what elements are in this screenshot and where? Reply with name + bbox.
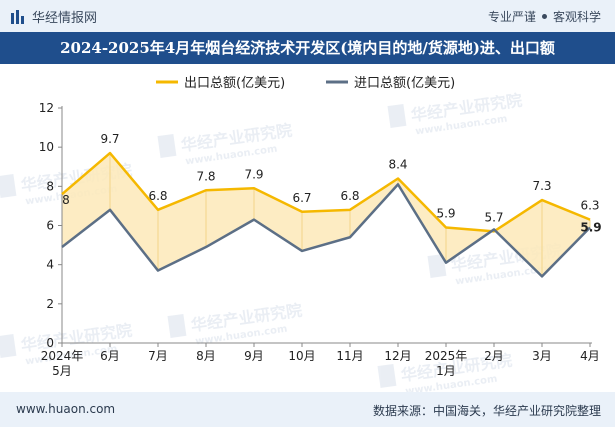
export-data-label: 6.8 bbox=[340, 189, 359, 203]
data-source: 数据来源：中国海关，华经产业研究院整理 bbox=[372, 404, 601, 418]
y-tick-label: 8 bbox=[46, 179, 54, 193]
y-tick-label: 10 bbox=[39, 140, 54, 154]
y-tick-label: 6 bbox=[46, 219, 54, 233]
export-data-label: 7.8 bbox=[196, 169, 215, 183]
export-line bbox=[61, 151, 591, 233]
watermark-logo-icon bbox=[167, 313, 187, 338]
data-labels: 8 9.7 6.8 7.8 7.9 6.7 6.8 8.4 5.9 5.7 7.3 6.3 5.9 bbox=[62, 132, 601, 234]
tagline-left: 专业严谨 bbox=[487, 10, 536, 24]
y-tick-label: 2 bbox=[46, 297, 54, 311]
export-data-label: 7.9 bbox=[244, 167, 263, 181]
top-bar: 华经情报网 专业严谨 客观科学 bbox=[0, 0, 615, 32]
export-data-label: 6.3 bbox=[580, 199, 599, 213]
x-tick-label: 1月 bbox=[436, 364, 456, 378]
tagline-right: 客观科学 bbox=[552, 10, 601, 24]
import-data-label: 5.9 bbox=[580, 220, 601, 234]
y-tick-label: 12 bbox=[39, 101, 54, 115]
export-data-label: 6.7 bbox=[292, 191, 311, 205]
y-tick-label: 0 bbox=[46, 336, 54, 350]
x-tick-label: 5月 bbox=[52, 364, 72, 378]
series-lines bbox=[61, 151, 591, 278]
export-data-label: 5.9 bbox=[436, 206, 455, 220]
x-tick-label: 2025年 bbox=[425, 349, 468, 363]
x-tick-label: 9月 bbox=[244, 349, 264, 363]
export-data-label: 9.7 bbox=[100, 132, 119, 146]
x-tick-label: 3月 bbox=[532, 349, 552, 363]
x-tick-label: 6月 bbox=[100, 349, 120, 363]
legend-label: 出口总额(亿美元) bbox=[184, 76, 285, 91]
watermark-logo-icon bbox=[0, 173, 17, 198]
chart-title: 2024-2025年4月年烟台经济技术开发区(境内目的地/货源地)进、出口额 bbox=[0, 32, 615, 64]
watermark-logo-icon bbox=[157, 133, 177, 158]
x-tick-label: 11月 bbox=[336, 349, 363, 363]
watermark-logo-icon bbox=[427, 253, 447, 278]
watermark-logo-icon bbox=[377, 363, 397, 388]
export-data-label: 8.4 bbox=[388, 158, 407, 172]
x-tick-label: 10月 bbox=[288, 349, 315, 363]
export-data-label: 7.3 bbox=[532, 179, 551, 193]
x-tick-label: 12月 bbox=[384, 349, 411, 363]
separator-dot-icon bbox=[541, 14, 547, 19]
brand-name: 华经情报网 bbox=[32, 11, 98, 26]
legend: 出口总额(亿美元) 进口总额(亿美元) bbox=[156, 76, 455, 91]
brand: 华经情报网 bbox=[10, 7, 97, 26]
watermark-logo-icon bbox=[0, 333, 17, 358]
watermark-logo-icon bbox=[387, 103, 407, 128]
website-link[interactable]: www.huaon.com bbox=[16, 402, 116, 416]
tagline: 专业严谨 客观科学 bbox=[488, 8, 601, 25]
x-tick-label: 8月 bbox=[196, 349, 216, 363]
legend-label: 进口总额(亿美元) bbox=[354, 76, 455, 91]
import-line bbox=[61, 183, 591, 278]
y-tick-label: 4 bbox=[46, 258, 54, 272]
x-tick-label: 7月 bbox=[148, 349, 168, 363]
bottom-bar: www.huaon.com 数据来源：中国海关，华经产业研究院整理 bbox=[0, 392, 615, 427]
x-tick-label: 4月 bbox=[580, 349, 600, 363]
bar-chart-icon bbox=[11, 9, 24, 24]
export-data-label: 6.8 bbox=[148, 189, 167, 203]
export-import-gap-area bbox=[62, 153, 590, 277]
x-tick-label: 2024年 bbox=[41, 349, 84, 363]
export-data-label: 8 bbox=[62, 193, 70, 207]
export-data-label: 5.7 bbox=[484, 210, 503, 224]
x-tick-label: 2月 bbox=[484, 349, 504, 363]
